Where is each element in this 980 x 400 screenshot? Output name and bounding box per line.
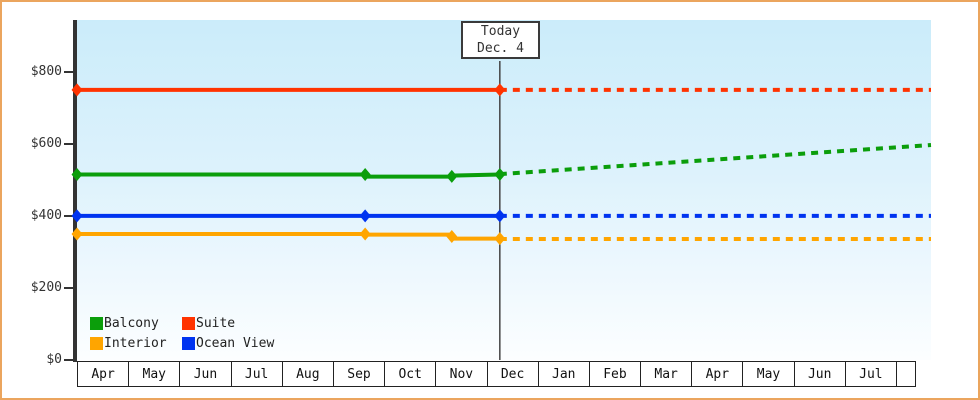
month-cell: Dec: [486, 361, 539, 387]
series-suite: [71, 83, 931, 97]
y-axis-tick-label: $200: [30, 279, 62, 295]
balcony-swatch-icon: [90, 316, 103, 330]
legend-item-interior: Interior: [90, 333, 182, 353]
legend-item-balcony: Balcony: [90, 313, 182, 333]
month-cell: Jul: [844, 361, 897, 387]
series-balcony: [71, 142, 932, 183]
month-cell: Mar: [640, 361, 693, 387]
y-axis-tick: [64, 214, 77, 217]
month-cell: May: [742, 361, 795, 387]
month-cell: May: [128, 361, 181, 387]
data-point-marker: [494, 83, 506, 97]
month-cell: Jun: [179, 361, 232, 387]
ocean-view-swatch-icon: [182, 336, 195, 350]
suite-swatch-icon: [182, 316, 195, 330]
history-line-solid: [77, 172, 500, 179]
today-label: Today: [480, 24, 521, 39]
month-cell: Aug: [281, 361, 334, 387]
interior-swatch-icon: [90, 336, 103, 350]
data-point-marker: [71, 209, 83, 223]
legend-item-ocean-view: Ocean View: [182, 333, 274, 353]
legend: Balcony Suite Interior Ocean View: [90, 313, 274, 353]
data-point-marker: [446, 169, 458, 183]
month-cell: Nov: [435, 361, 488, 387]
y-axis-tick-label: $600: [30, 135, 62, 151]
legend-label: Suite: [196, 315, 236, 331]
month-cell: Jan: [537, 361, 590, 387]
y-axis-tick-label: $800: [30, 63, 62, 79]
data-point-marker: [359, 209, 371, 223]
data-point-marker: [359, 227, 371, 241]
month-cell: Sep: [332, 361, 386, 387]
y-axis-tick: [64, 286, 77, 289]
data-point-marker: [71, 168, 83, 182]
y-axis-tick: [64, 142, 77, 145]
month-cell: Jun: [793, 361, 846, 387]
legend-label: Ocean View: [196, 335, 275, 351]
month-cell: Jul: [230, 361, 283, 387]
data-point-marker: [71, 227, 83, 241]
y-axis-tick-label: $0: [46, 352, 62, 367]
month-cell: Apr: [691, 361, 744, 387]
month-cell: Oct: [384, 361, 437, 387]
month-cell-partial: [896, 361, 916, 387]
history-line-solid: [77, 231, 500, 241]
y-axis-tick: [64, 70, 77, 73]
forecast-line-dashed: [499, 142, 932, 177]
data-point-marker: [494, 209, 506, 223]
today-marker-flag: Today Dec. 4: [461, 21, 540, 59]
x-axis-month-strip: Apr May Jun Jul Aug Sep Oct Nov Dec Jan Feb Mar Apr M…: [77, 361, 916, 387]
series-ocean-view: [71, 209, 931, 223]
chart-canvas: [71, 61, 932, 360]
data-point-marker: [359, 168, 371, 182]
data-point-marker: [494, 232, 506, 246]
data-point-marker: [446, 229, 458, 243]
data-point-marker: [494, 168, 506, 182]
month-cell: Feb: [588, 361, 642, 387]
legend-label: Balcony: [104, 315, 159, 331]
today-date-label: Dec. 4: [477, 41, 524, 56]
y-axis-tick: [64, 359, 77, 361]
plot-area[interactable]: [77, 20, 931, 360]
series-interior: [71, 227, 931, 246]
y-axis-tick-label: $400: [30, 207, 62, 223]
y-axis-line: [73, 20, 77, 362]
month-cell: Apr: [77, 361, 130, 387]
data-point-marker: [71, 83, 83, 97]
legend-item-suite: Suite: [182, 313, 274, 333]
legend-label: Interior: [104, 335, 167, 351]
